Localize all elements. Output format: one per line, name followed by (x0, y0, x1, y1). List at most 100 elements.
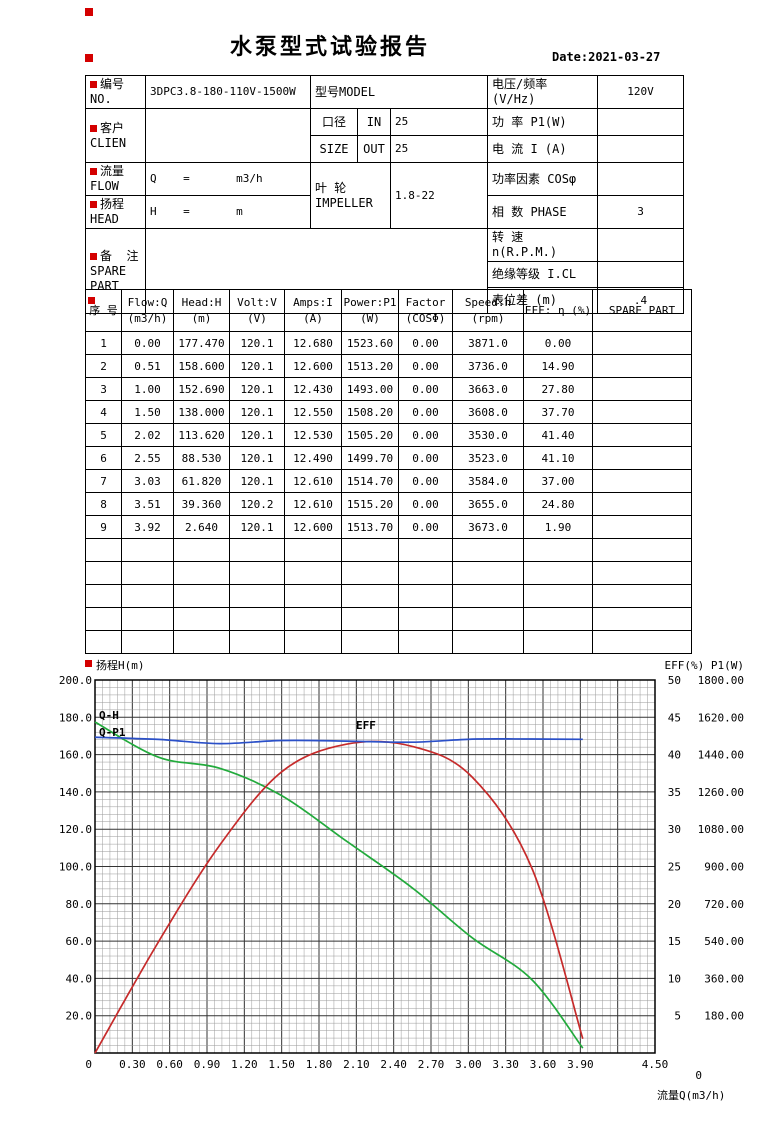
performance-chart: 扬程H(m) EFF(%) P1(W) 200.0 180.0 160.0 140.0 12… (59, 658, 744, 1102)
out-label: OUT (357, 135, 391, 163)
cell (592, 331, 692, 355)
x-tick: 1.80 (306, 1058, 333, 1071)
flow-label: 流量 FLOW (90, 164, 125, 193)
table-row-empty (85, 538, 692, 562)
column-header-9: EFF: η (%) (523, 289, 593, 332)
y-left-tick: 120.0 (59, 823, 92, 836)
cell: 120.1 (229, 331, 285, 355)
series-Q-P1 (94, 736, 583, 745)
cell: 0.00 (398, 354, 453, 378)
cell: 3736.0 (452, 354, 524, 378)
cell: 0.00 (398, 423, 453, 447)
cell: 2 (85, 354, 122, 378)
cell (284, 607, 342, 631)
cell (398, 584, 453, 608)
size-label: SIZE (310, 135, 358, 163)
p1-tick: 1260.00 (698, 786, 744, 799)
eff-origin-tick: 0 (695, 1069, 702, 1082)
cell: 37.70 (523, 400, 593, 424)
cell: 12.550 (284, 400, 342, 424)
cell (121, 607, 174, 631)
speed-label: 转 速 n(R.P.M.) (487, 228, 599, 262)
table-row-2: 2 0.51 158.600 120.1 12.600 1513.20 0.00 3736.0… (85, 354, 692, 378)
plot-border (94, 679, 656, 1054)
cell (452, 607, 524, 631)
cell: 12.530 (284, 423, 342, 447)
cell: 113.620 (173, 423, 230, 447)
cell (592, 400, 692, 424)
x-tick: 3.30 (492, 1058, 519, 1071)
cell (452, 630, 524, 654)
p1-tick: 900.00 (704, 861, 744, 874)
red-marker-icon (90, 252, 97, 260)
x-tick: 1.20 (231, 1058, 258, 1071)
power-label: 功 率 P1(W) (487, 108, 599, 136)
cell: 3584.0 (452, 469, 524, 493)
cell: 0.00 (398, 377, 453, 401)
cell (398, 538, 453, 562)
eff-tick: 5 (674, 1010, 681, 1023)
x-tick: 0.60 (156, 1058, 183, 1071)
eff-tick: 45 (668, 711, 681, 724)
cell: 120.1 (229, 446, 285, 470)
speed-value (597, 228, 685, 262)
p1-tick: 1080.00 (698, 823, 744, 836)
header-row-insulation: 绝缘等级 I.CL (86, 261, 685, 288)
p1-tick: 180.00 (704, 1010, 744, 1023)
insulation-label: 绝缘等级 I.CL (487, 261, 599, 288)
series-EFF (94, 740, 584, 1054)
p1-tick: 360.00 (704, 972, 744, 985)
x-tick: 2.70 (418, 1058, 445, 1071)
cell: 1523.60 (341, 331, 399, 355)
p1-tick: 720.00 (704, 898, 744, 911)
column-header-2: Flow:Q (m3/h) (121, 289, 174, 332)
cell: 0.00 (398, 446, 453, 470)
cell: 12.610 (284, 469, 342, 493)
cell: 12.430 (284, 377, 342, 401)
header-row-no: 编号 NO. 3DPC3.8-180-110V-1500W 型号MODEL 电压… (85, 75, 685, 109)
cell: 8 (85, 492, 122, 516)
cell: 3871.0 (452, 331, 524, 355)
red-marker-icon (90, 124, 97, 132)
cell: 27.80 (523, 377, 593, 401)
table-row-5: 5 2.02 113.620 120.1 12.530 1505.20 0.00 3530.0… (85, 423, 692, 447)
eff-tick: 50 (668, 674, 681, 687)
customer-label: 客户 CLIEN (90, 120, 127, 150)
cell (398, 630, 453, 654)
page-title: 水泵型式试验报告 (229, 35, 430, 60)
red-marker-icon (90, 201, 97, 208)
column-header-8: Speed:n (rpm) (452, 289, 524, 332)
cell: 61.820 (173, 469, 230, 493)
cell (284, 584, 342, 608)
cell: 9 (85, 515, 122, 539)
right-axis-title: EFF(%) P1(W) (665, 659, 744, 672)
in-value: 25 (389, 108, 489, 136)
no-label: 编号 NO. (90, 77, 125, 106)
cell (229, 630, 285, 654)
column-header-7: Factor (COSΦ) (398, 289, 453, 332)
cell (592, 515, 692, 539)
table-row-empty (85, 584, 692, 608)
cell: 12.600 (284, 354, 342, 378)
model-label: 型号MODEL (309, 75, 489, 109)
y-left-tick: 40.0 (66, 972, 93, 985)
cell (85, 584, 122, 608)
cell: 120.1 (229, 423, 285, 447)
phase-value: 3 (597, 195, 685, 229)
head-value: H = m (145, 195, 311, 229)
table-header-row: 序 号 Flow:Q (m3/h) Head:H (m) Volt:V (V) Amps:I(… (85, 289, 692, 332)
factor-label: 功率因素 COSφ (487, 162, 599, 196)
cell: 1493.00 (341, 377, 399, 401)
cell: 1513.20 (341, 354, 399, 378)
red-marker-icon (85, 54, 93, 62)
cell: 120.1 (229, 354, 285, 378)
cell: 1.50 (121, 400, 174, 424)
cell: 0.00 (398, 400, 453, 424)
cell: 12.680 (284, 331, 342, 355)
cell (592, 446, 692, 470)
cell: 120.1 (229, 377, 285, 401)
y-left-tick: 180.0 (59, 711, 92, 724)
eff-tick: 30 (668, 823, 681, 836)
cell (121, 561, 174, 585)
red-marker-icon (88, 297, 95, 304)
